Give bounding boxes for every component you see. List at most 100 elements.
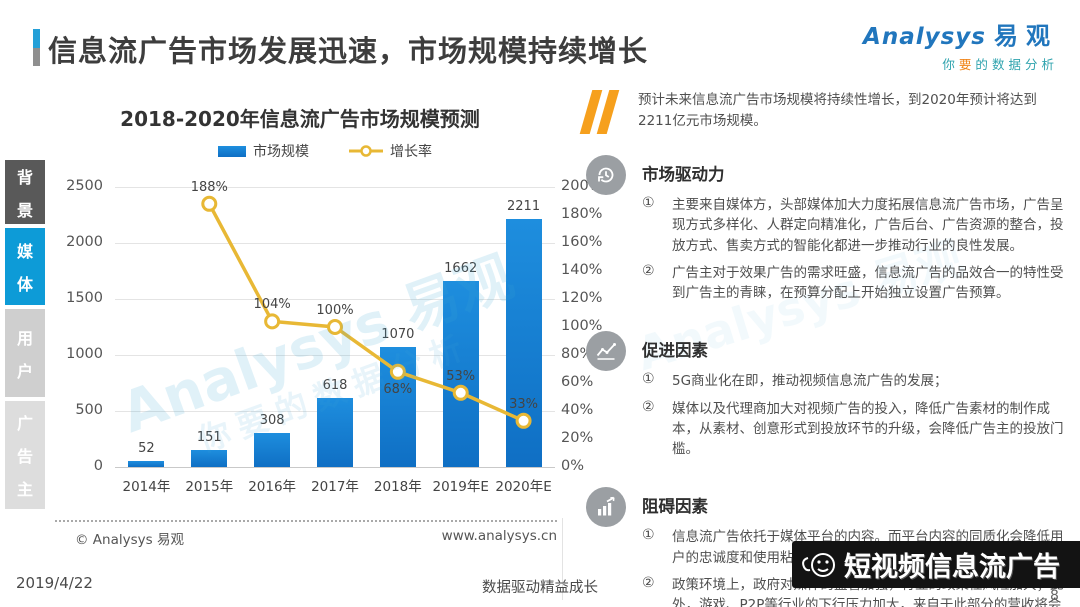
right-axis-tick-60%: 60% (561, 374, 594, 390)
bar-value-2016年: 308 (259, 412, 285, 428)
sidebar-tab-background[interactable]: 背景 (5, 160, 45, 224)
gridline-2500 (115, 187, 555, 188)
right-axis-tick-20%: 20% (561, 430, 594, 446)
sidebar: 背景媒体用户广告主 (5, 160, 45, 513)
y-axis-tick-500: 500 (75, 402, 103, 418)
brand-tagline-char: 你 (942, 57, 959, 72)
growth-label-53: 53% (446, 368, 476, 384)
bar-value-2018年: 1070 (381, 327, 415, 343)
bar-2020年E (505, 219, 542, 467)
x-axis-label-2014年: 2014年 (122, 479, 171, 495)
bar-value-2015年: 151 (196, 430, 222, 446)
bar-swatch-icon (218, 145, 246, 157)
sidebar-tab-label: 户 (16, 361, 33, 381)
y-axis-tick-0: 0 (93, 458, 103, 474)
footer-date: 2019/4/22 (16, 574, 93, 592)
sidebar-tab-label: 体 (16, 275, 33, 294)
bar-value-2020年E: 2211 (507, 199, 541, 215)
bar-value-2019年E: 1662 (444, 260, 478, 276)
factor-item-text: 5G商业化在即，推动视频信息流广告的发展； (672, 373, 948, 390)
highlight-slashes-icon (579, 88, 620, 134)
sidebar-tab-label: 景 (16, 200, 33, 220)
factor-item-number: ① (642, 527, 655, 544)
brand-tagline-char: 据 (1008, 57, 1025, 72)
footer-divider (562, 518, 563, 600)
x-axis-label-2018年: 2018年 (373, 479, 422, 495)
brand-name-cn: 易观 (994, 22, 1058, 50)
website-link[interactable]: www.analysys.cn (441, 528, 557, 544)
factor-sections: 市场驱动力 ① 主要来自媒体方，头部媒体加大力度拓展信息流广告市场，广告呈现方式多样… (586, 155, 1078, 607)
sidebar-tab-advertisers[interactable]: 广告主 (5, 401, 45, 509)
x-axis-label-2019年E: 2019年E (432, 479, 489, 495)
right-axis-tick-100%: 100% (561, 318, 603, 334)
sidebar-tab-label: 告 (16, 447, 33, 466)
brand-tagline-char: 要 (958, 57, 976, 72)
sidebar-tab-label: 背 (16, 167, 33, 187)
growth-point-1 (264, 313, 281, 330)
factor-item-number: ① (642, 371, 655, 388)
right-axis-tick-160%: 160% (561, 234, 603, 250)
legend-growth-rate: 增长率 (349, 141, 432, 161)
factor-section-0: 市场驱动力 ① 主要来自媒体方，头部媒体加大力度拓展信息流广告市场，广告呈现方式多样… (586, 155, 1078, 310)
sidebar-tab-label: 主 (16, 480, 33, 499)
legend-market-size-label: 市场规模 (253, 144, 309, 160)
gridline-1500 (115, 299, 555, 300)
bar-2014年 (128, 461, 165, 467)
right-axis-tick-140%: 140% (561, 262, 603, 278)
legend-market-size: 市场规模 (218, 141, 309, 161)
plot-area: 0 500 1000 1500 2000 2500 0% 20% 40% 60% 80% 100% 12… (55, 95, 615, 555)
bar-2015年 (191, 450, 228, 467)
right-axis-tick-0%: 0% (561, 458, 585, 474)
right-axis-tick-80%: 80% (561, 346, 594, 362)
summary-text: 预计未来信息流广告市场规模将持续性增长，到2020年预计将达到2211亿元市场规… (638, 92, 1037, 129)
sidebar-tab-users[interactable]: 用户 (5, 309, 45, 397)
right-axis-tick-40%: 40% (561, 402, 594, 418)
line-marker-icon (349, 145, 383, 157)
factor-item-1-1: ② 媒体以及代理商加大对视频广告的投入，降低广告素材的制作成本，从素材、创意形式到… (642, 399, 1074, 460)
brand-tagline-char: 析 (1041, 57, 1058, 72)
footer-slogan: 数据驱动精益成长 (482, 580, 598, 596)
factor-item-text: 主要来自媒体方，头部媒体加大力度拓展信息流广告市场，广告呈现方式多样化、人群定向… (672, 197, 1064, 254)
history-clock-icon (586, 155, 626, 195)
factor-item-number: ② (642, 262, 655, 279)
factor-item-number: ② (642, 574, 655, 591)
sidebar-tab-label: 广 (16, 414, 33, 433)
chart-separator-line (55, 520, 557, 522)
factor-item-number: ① (642, 195, 655, 211)
brand-tagline-char: 数 (991, 57, 1009, 72)
growth-point-2 (327, 319, 343, 335)
x-axis-label-2016年: 2016年 (248, 479, 297, 495)
bar-2016年 (254, 432, 291, 467)
growth-label-100: 100% (316, 303, 354, 318)
legend-growth-rate-label: 增长率 (390, 144, 432, 160)
bar-value-2014年: 52 (138, 441, 155, 457)
factor-item-number: ② (642, 398, 655, 415)
right-axis-tick-120%: 120% (561, 290, 603, 306)
factor-section-body: 市场驱动力 ① 主要来自媒体方，头部媒体加大力度拓展信息流广告市场，广告呈现方式多样… (642, 155, 1078, 310)
gridline-0 (115, 467, 555, 468)
brand-name-en: Analysys (863, 24, 986, 50)
y-axis-tick-1000: 1000 (66, 346, 103, 362)
x-axis-label-2017年: 2017年 (311, 479, 359, 495)
factor-item-1-0: ① 5G商业化在即，推动视频信息流广告的发展； (642, 371, 1074, 391)
growth-bars-icon (586, 487, 626, 528)
bar-value-2017年: 618 (322, 377, 348, 393)
brand-name: Analysys 易观 (863, 16, 1058, 51)
factor-section-body: 促进因素 ① 5G商业化在即，推动视频信息流广告的发展； ② 媒体以及代理商加大对视频广… (642, 331, 1078, 466)
factor-section-1: 促进因素 ① 5G商业化在即，推动视频信息流广告的发展； ② 媒体以及代理商加大对视频广… (586, 331, 1078, 466)
chart-title: 2018-2020年信息流广告市场规模预测 (120, 107, 480, 131)
trend-chart-icon (586, 331, 626, 372)
sidebar-tab-media[interactable]: 媒体 (5, 228, 45, 305)
page-title: 信息流广告市场发展迅速，市场规模持续增长 (48, 34, 649, 68)
growth-label-188: 188% (190, 179, 228, 195)
analysis-panel: 预计未来信息流广告市场规模将持续性增长，到2020年预计将达到2211亿元市场规… (579, 88, 1078, 607)
y-axis-tick-2500: 2500 (66, 178, 103, 194)
x-axis-label-2020年E: 2020年E (495, 479, 552, 495)
bar-2017年 (317, 397, 353, 467)
growth-label-33: 33% (509, 396, 539, 412)
bar-2018年 (379, 347, 416, 467)
overlay-watermark-text: 短视频信息流广告 (844, 552, 1060, 583)
y-axis-tick-2000: 2000 (66, 234, 103, 250)
summary-row: 预计未来信息流广告市场规模将持续性增长，到2020年预计将达到2211亿元市场规… (579, 88, 1078, 134)
